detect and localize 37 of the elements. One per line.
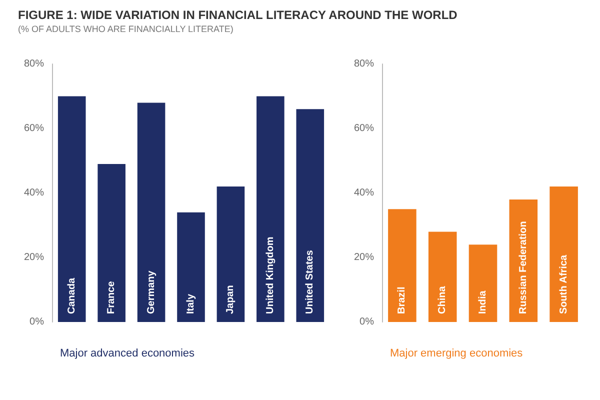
- bar: [177, 212, 205, 322]
- x-tick-label: Brazil: [396, 286, 408, 314]
- bar: [388, 209, 416, 322]
- y-tick-label: 60%: [354, 123, 374, 134]
- y-tick-label: 80%: [24, 58, 44, 70]
- y-tick-label: 40%: [354, 188, 374, 198]
- x-tick-label: India: [478, 290, 488, 314]
- y-tick-label: 60%: [24, 123, 44, 134]
- x-tick-label: United Kingdom: [264, 236, 276, 314]
- x-axis-title: Major advanced economies: [60, 348, 196, 360]
- x-tick-label: Germany: [146, 270, 157, 314]
- x-tick-label: South Africa: [558, 254, 570, 314]
- y-tick-label: 40%: [24, 188, 44, 198]
- x-tick-label: Russian Federation: [518, 221, 529, 314]
- bar: [137, 102, 166, 322]
- y-tick-label: 0%: [30, 316, 44, 328]
- y-tick-label: 20%: [354, 252, 374, 263]
- x-tick-label: United States: [304, 250, 316, 314]
- x-tick-label: China: [437, 286, 448, 314]
- x-tick-label: France: [106, 280, 118, 314]
- bar: [98, 164, 126, 322]
- bar: [296, 109, 324, 322]
- bar: [256, 96, 284, 322]
- x-tick-label: Japan: [225, 285, 236, 314]
- bar: [428, 232, 457, 322]
- chart-subtitle: (% OF ADULTS WHO ARE FINANCIALLY LITERATE): [18, 24, 234, 34]
- bar: [58, 96, 86, 322]
- y-tick-label: 80%: [354, 58, 374, 70]
- y-tick-label: 20%: [24, 252, 44, 263]
- x-tick-label: Italy: [186, 294, 196, 314]
- x-tick-label: Canada: [66, 277, 78, 314]
- bar: [468, 244, 498, 322]
- x-axis-title: Major emerging economies: [390, 348, 524, 360]
- bar: [550, 186, 578, 322]
- bar: [216, 186, 245, 322]
- chart-title: FIGURE 1: WIDE VARIATION IN FINANCIAL LITERACY AROUND THE WORLD: [18, 8, 458, 22]
- y-tick-label: 0%: [360, 316, 374, 328]
